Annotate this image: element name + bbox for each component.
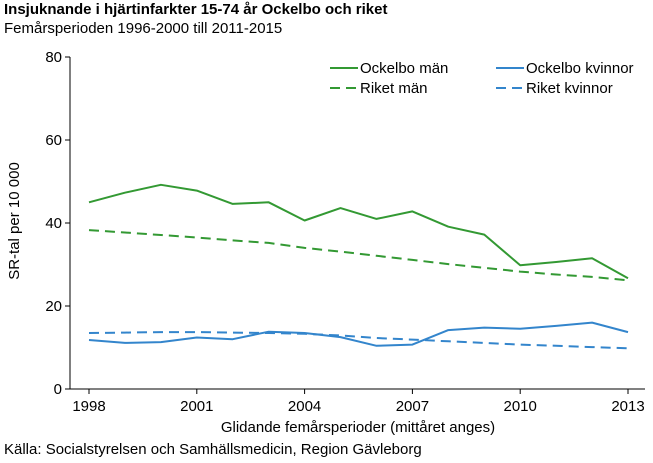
x-axis-ticks: 1998 2001 2004 2007 2010 2013	[72, 389, 645, 415]
x-tick-label: 2001	[180, 398, 213, 415]
series-line-ockelbo-män	[88, 183, 629, 280]
y-tick-label: 60	[45, 132, 62, 149]
x-tick-label: 2007	[396, 398, 429, 415]
y-axis-label: SR-tal per 10 000	[6, 162, 23, 280]
series-lines	[88, 183, 629, 350]
series-line-riket-kvinnor	[88, 331, 629, 350]
x-tick-label: 2010	[504, 398, 537, 415]
legend-label: Ockelbo kvinnor	[526, 60, 634, 77]
y-tick-label: 20	[45, 298, 62, 315]
series-line-ockelbo-kvinnor	[88, 321, 629, 347]
chart-axes	[69, 57, 645, 390]
x-tick-label: 2004	[288, 398, 321, 415]
x-axis-label: Glidande femårsperioder (mittåret anges)	[221, 419, 495, 436]
x-tick-label: 2013	[611, 398, 644, 415]
source-note: Källa: Socialstyrelsen och Samhällsmedic…	[4, 441, 422, 458]
y-tick-label: 0	[54, 381, 62, 398]
legend-label: Riket kvinnor	[526, 80, 613, 97]
legend-label: Ockelbo män	[360, 60, 448, 77]
legend-label: Riket män	[360, 80, 428, 97]
legend: Ockelbo män Ockelbo kvinnor Riket män Riket…	[330, 60, 634, 97]
y-axis-ticks: 0 20 40 60 80	[45, 49, 70, 398]
x-tick-label: 1998	[72, 398, 105, 415]
chart-title: Insjuknande i hjärtinfarkter 15-74 år Oc…	[4, 1, 388, 18]
series-line-riket-män	[88, 229, 629, 282]
y-tick-label: 40	[45, 215, 62, 232]
y-tick-label: 80	[45, 49, 62, 66]
chart-subtitle: Femårsperioden 1996-2000 till 2011-2015	[4, 20, 283, 37]
